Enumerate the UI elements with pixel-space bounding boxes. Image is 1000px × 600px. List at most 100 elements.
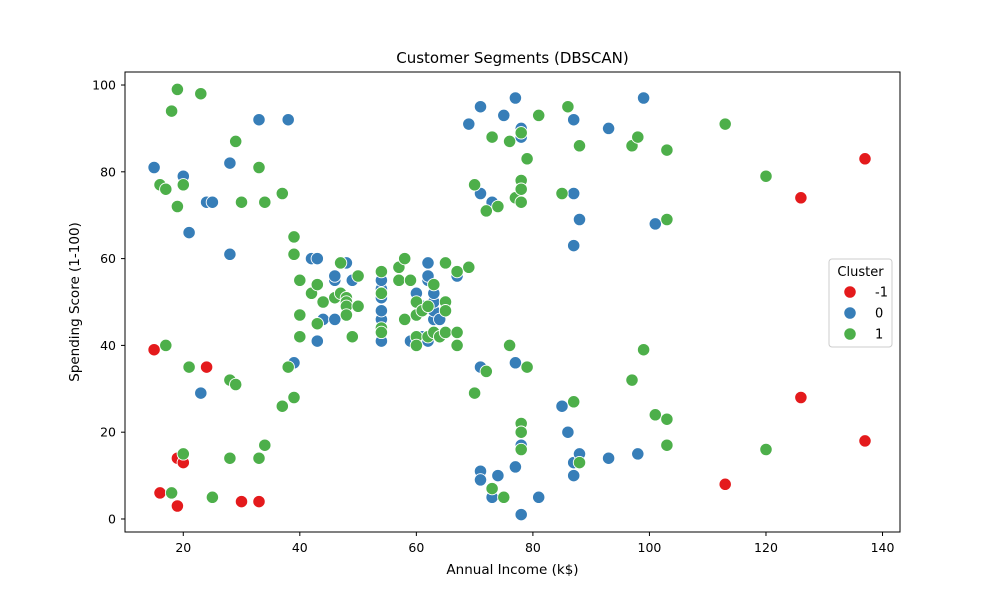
data-point-cluster-0-13 <box>310 334 324 348</box>
data-point-cluster-1-19 <box>258 195 272 209</box>
y-tick-label-60: 60 <box>100 251 116 266</box>
data-point-cluster-0-71 <box>636 91 651 105</box>
data-point-cluster-1-10 <box>194 87 208 101</box>
data-point-cluster-1-84 <box>514 182 528 196</box>
data-point-cluster-1-65 <box>438 304 453 318</box>
data-point-cluster-1-4 <box>164 486 179 500</box>
data-point-cluster-0-9 <box>281 113 295 127</box>
y-tick-label-100: 100 <box>92 78 116 93</box>
data-point-cluster-0-52 <box>508 356 523 370</box>
legend-box <box>828 258 893 348</box>
data-point-cluster-0-16 <box>328 269 342 283</box>
data-point-cluster-1-104 <box>660 412 674 426</box>
data-point-cluster-1-47 <box>374 325 389 340</box>
data-point-cluster-1-29 <box>293 330 307 344</box>
data-point-cluster-1-101 <box>648 408 662 422</box>
data-point-cluster-0-62 <box>567 186 581 201</box>
data-point-cluster-0-32 <box>421 256 435 270</box>
data-point-cluster-1-90 <box>520 360 534 374</box>
data-point-cluster-1-71 <box>467 178 482 192</box>
data-point-cluster-1-52 <box>403 273 418 287</box>
data-point-cluster-1-79 <box>502 134 517 149</box>
data-point-cluster-1-23 <box>281 360 295 374</box>
data-point-cluster-1-3 <box>164 104 179 118</box>
data-point-cluster-1-60 <box>427 277 441 292</box>
data-point-cluster--1-0 <box>147 343 161 357</box>
y-tick-label-80: 80 <box>100 164 116 179</box>
x-tick-label-20: 20 <box>175 540 191 555</box>
data-point-cluster-1-22 <box>275 399 289 413</box>
legend-label-cluster--1: -1 <box>875 286 888 301</box>
data-point-cluster--1-7 <box>252 494 266 509</box>
data-point-cluster-1-56 <box>409 338 424 353</box>
data-point-cluster-1-85 <box>514 195 528 209</box>
data-point-cluster-1-16 <box>234 195 249 209</box>
data-point-cluster--1-3 <box>170 499 185 513</box>
x-tick-label-80: 80 <box>525 540 541 555</box>
data-point-cluster-1-102 <box>660 143 674 157</box>
data-point-cluster--1-5 <box>199 360 214 374</box>
data-point-cluster-1-17 <box>252 160 266 175</box>
data-points <box>147 82 872 522</box>
chart-title: Customer Segments (DBSCAN) <box>396 49 628 67</box>
data-point-cluster-1-33 <box>316 295 330 309</box>
data-point-cluster-1-68 <box>450 325 464 340</box>
data-point-cluster-1-51 <box>398 312 412 327</box>
data-point-cluster-1-13 <box>223 451 237 465</box>
data-point-cluster-0-60 <box>561 425 575 439</box>
data-point-cluster-1-87 <box>514 425 528 439</box>
data-point-cluster-1-106 <box>718 117 732 131</box>
data-point-cluster-1-88 <box>514 442 528 457</box>
legend: Cluster -1 0 1 <box>828 258 893 348</box>
data-point-cluster-0-12 <box>310 251 324 266</box>
data-point-cluster-1-105 <box>660 438 674 452</box>
data-point-cluster-0-69 <box>601 451 616 465</box>
data-point-cluster-1-67 <box>450 264 464 279</box>
data-point-cluster-1-7 <box>176 178 190 192</box>
data-point-cluster-1-14 <box>229 134 243 149</box>
data-point-cluster-0-58 <box>532 490 546 504</box>
data-point-cluster-1-108 <box>759 442 773 457</box>
y-tick-label-40: 40 <box>100 338 116 353</box>
data-point-cluster-1-95 <box>572 139 587 153</box>
data-point-cluster-1-49 <box>392 273 406 287</box>
data-point-cluster-1-1 <box>159 182 173 196</box>
y-axis-ticks: 0 20 40 60 80 100 <box>92 78 125 526</box>
data-point-cluster-0-17 <box>328 312 342 327</box>
data-point-cluster--1-10 <box>794 390 808 405</box>
legend-marker-cluster-0 <box>843 306 857 320</box>
data-point-cluster-1-18 <box>252 451 266 465</box>
data-point-cluster-1-80 <box>502 338 517 353</box>
data-point-cluster-0-46 <box>473 473 488 487</box>
x-tick-label-140: 140 <box>871 540 895 555</box>
legend-marker-cluster-1 <box>843 327 857 341</box>
data-point-cluster--1-8 <box>718 477 732 491</box>
y-tick-label-20: 20 <box>100 425 116 440</box>
data-point-cluster-0-66 <box>572 212 587 227</box>
data-point-cluster--1-11 <box>858 152 872 166</box>
data-point-cluster-1-94 <box>567 395 581 409</box>
legend-label-cluster-1: 1 <box>875 328 883 343</box>
data-point-cluster-1-72 <box>467 386 482 400</box>
data-point-cluster-0-70 <box>631 447 645 461</box>
data-point-cluster-1-5 <box>170 82 185 97</box>
data-point-cluster-1-75 <box>485 130 499 144</box>
data-point-cluster-0-72 <box>648 217 662 231</box>
data-point-cluster-0-2 <box>182 225 196 240</box>
x-tick-label-120: 120 <box>754 540 778 555</box>
data-point-cluster--1-12 <box>858 434 872 448</box>
data-point-cluster-0-42 <box>473 100 488 114</box>
data-point-cluster-1-58 <box>421 299 435 313</box>
data-point-cluster-0-68 <box>601 121 616 136</box>
data-point-cluster-1-66 <box>438 325 453 340</box>
data-point-cluster-1-2 <box>159 338 173 353</box>
data-point-cluster-1-78 <box>497 490 511 504</box>
data-point-cluster-1-21 <box>275 186 289 201</box>
data-point-cluster-0-63 <box>567 238 581 253</box>
data-point-cluster-1-40 <box>339 308 354 322</box>
data-point-cluster-0-53 <box>508 460 523 474</box>
data-point-cluster-1-28 <box>293 308 307 322</box>
data-point-cluster-0-5 <box>205 195 220 209</box>
data-point-cluster-1-103 <box>660 212 674 227</box>
